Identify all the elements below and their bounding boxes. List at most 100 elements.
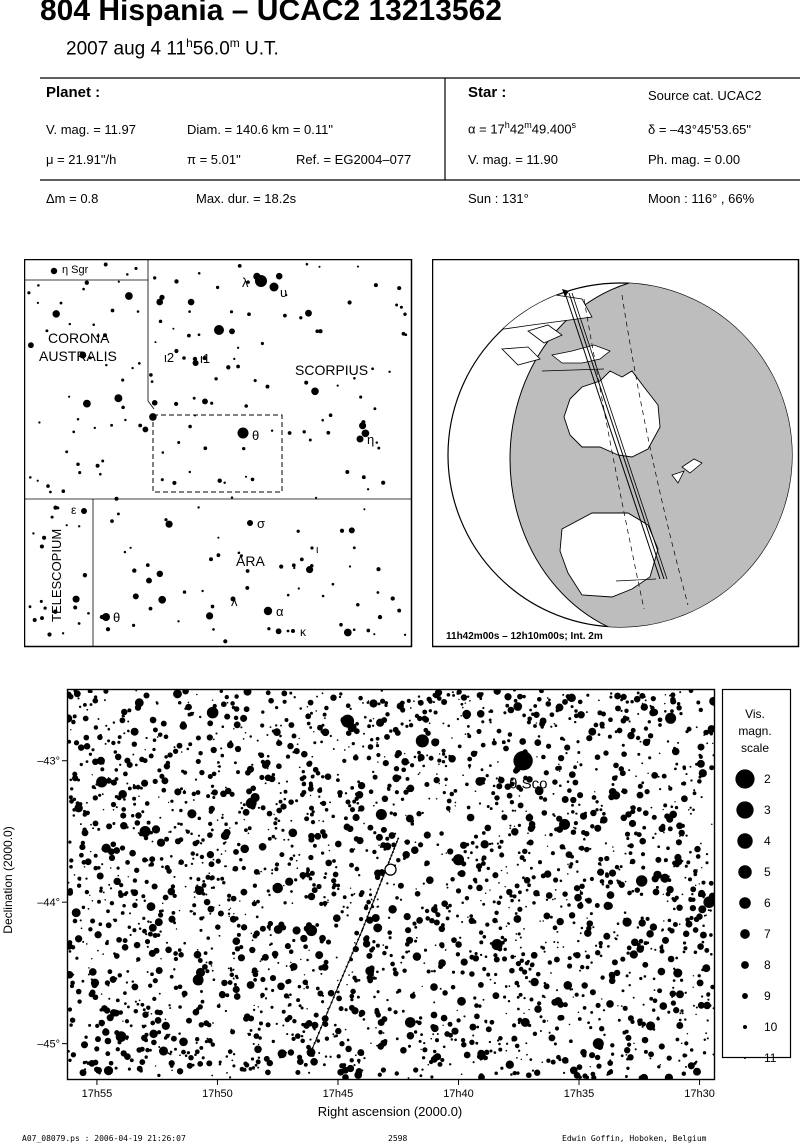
field-star: [256, 739, 259, 742]
field-star: [428, 709, 432, 713]
field-star: [101, 863, 104, 866]
field-star: [689, 765, 692, 768]
field-star: [113, 750, 118, 754]
field-star: [95, 1023, 100, 1028]
field-star: [657, 988, 663, 994]
field-star: [503, 711, 507, 715]
field-star: [178, 952, 184, 958]
field-star: [503, 938, 508, 942]
field-star: [136, 960, 138, 963]
field-star: [593, 791, 596, 793]
field-star: [689, 904, 697, 912]
field-star: [422, 709, 428, 715]
field-star: [309, 1038, 312, 1041]
field-star: [474, 1003, 479, 1008]
mag-scale-label: 6: [764, 896, 771, 910]
field-star: [83, 743, 91, 750]
field-star: [702, 1051, 707, 1055]
field-star: [493, 956, 500, 963]
field-star: [579, 812, 588, 820]
field-star: [670, 709, 674, 713]
field-star: [582, 1073, 588, 1079]
mag-scale-label: 7: [764, 927, 771, 941]
field-star: [464, 702, 467, 704]
field-star: [89, 703, 93, 706]
finder-star: [336, 384, 339, 387]
field-star: [552, 792, 555, 795]
field-star: [229, 915, 237, 923]
field-star: [205, 874, 211, 880]
field-star: [218, 765, 221, 768]
field-star: [357, 780, 361, 784]
field-star: [115, 977, 118, 980]
field-star: [68, 881, 70, 884]
event-datetime: 2007 aug 4 11h56.0m U.T.: [66, 36, 279, 60]
field-star: [440, 1014, 448, 1022]
field-star: [639, 837, 646, 845]
field-star: [199, 842, 203, 845]
field-star: [381, 1016, 388, 1023]
finder-star: [121, 378, 125, 382]
field-star: [148, 949, 156, 957]
field-star: [406, 936, 414, 944]
field-star: [696, 700, 701, 705]
field-star: [239, 900, 241, 902]
field-star: [240, 888, 248, 896]
field-star: [293, 748, 300, 755]
lambda-sco-label: λ: [242, 275, 249, 290]
finder-star: [150, 380, 154, 383]
field-star: [227, 980, 233, 986]
field-star: [553, 956, 560, 963]
field-star: [362, 745, 365, 748]
field-star: [685, 1065, 687, 1068]
field-star: [125, 860, 130, 865]
field-star: [339, 1041, 345, 1047]
field-star: [537, 860, 543, 865]
field-star: [474, 790, 477, 793]
field-star: [433, 1001, 436, 1004]
field-star: [543, 996, 546, 999]
field-star: [601, 883, 605, 886]
field-star: [170, 884, 176, 889]
field-star: [368, 919, 373, 924]
field-star: [92, 758, 99, 766]
field-star: [265, 1022, 271, 1028]
field-star: [525, 813, 534, 822]
field-star: [607, 1060, 614, 1066]
field-star: [658, 1043, 665, 1050]
field-star: [478, 1052, 486, 1060]
field-star: [693, 869, 698, 874]
field-star: [692, 1004, 695, 1007]
max-duration: Max. dur. = 18.2s: [196, 191, 297, 206]
field-star: [167, 752, 173, 758]
field-star: [627, 731, 635, 740]
field-star: [90, 918, 96, 924]
field-star: [92, 795, 98, 801]
finder-star: [210, 401, 214, 405]
finder-star: [82, 573, 88, 578]
field-star: [180, 751, 183, 753]
field-star: [366, 899, 371, 905]
field-star: [224, 787, 232, 795]
field-star: [392, 803, 395, 806]
field-star: [298, 853, 301, 856]
lambda-ara-label: λ: [231, 594, 238, 609]
field-star: [684, 1041, 689, 1046]
field-star: [451, 970, 456, 974]
field-star: [79, 844, 86, 851]
field-star: [156, 838, 166, 847]
field-star: [310, 774, 315, 779]
field-star: [653, 989, 656, 991]
field-star: [232, 985, 240, 994]
field-star: [116, 936, 122, 943]
field-star: [695, 854, 701, 859]
field-star: [160, 720, 167, 727]
finder-star: [361, 429, 370, 438]
field-star: [100, 767, 105, 772]
field-star: [193, 950, 202, 959]
field-star: [179, 787, 184, 791]
field-star: [624, 708, 629, 713]
field-star: [148, 923, 157, 932]
field-star: [269, 943, 272, 946]
field-star: [370, 898, 373, 901]
